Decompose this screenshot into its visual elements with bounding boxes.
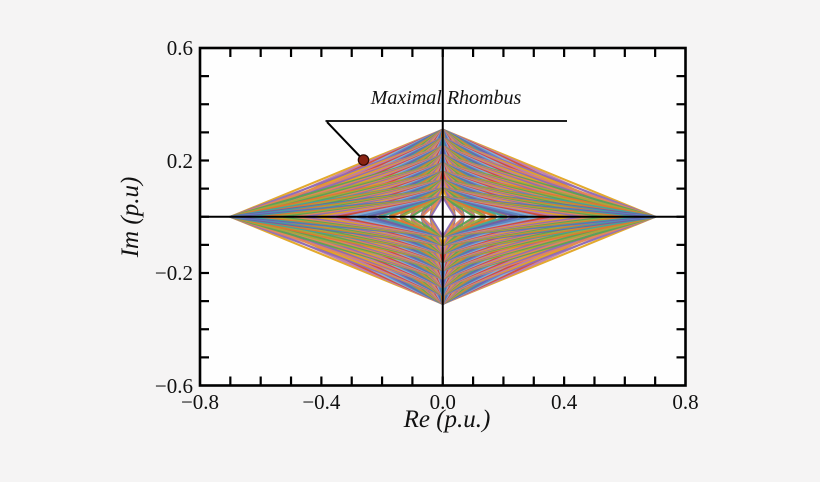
annotation-leader-line <box>326 121 361 158</box>
annotation-callout <box>325 120 567 166</box>
axis-ticks <box>200 48 686 386</box>
annotation-marker <box>357 154 370 166</box>
annotation-label: Maximal Rhombus <box>370 87 522 109</box>
